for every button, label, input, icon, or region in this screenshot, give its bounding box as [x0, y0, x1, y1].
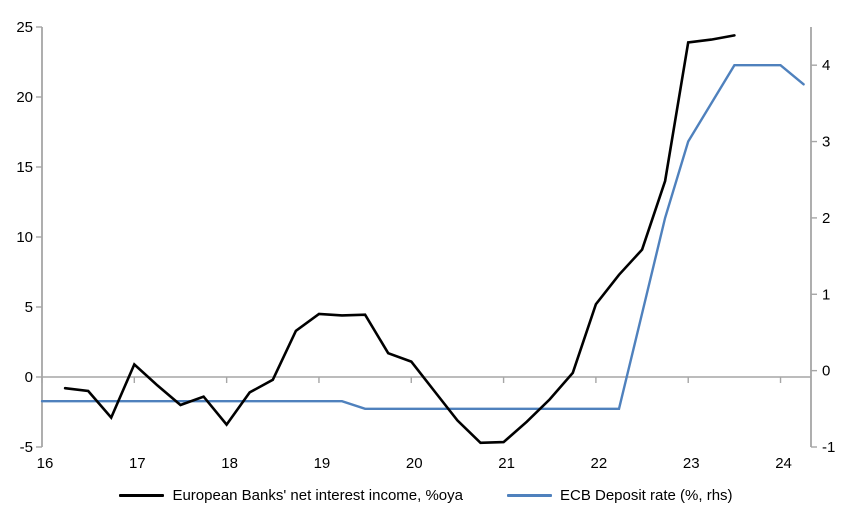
- right-y-axis-label: 2: [822, 210, 830, 227]
- left-y-axis-label: -5: [20, 439, 33, 456]
- x-axis-label: 18: [221, 455, 238, 472]
- x-axis-label: 22: [591, 455, 608, 472]
- x-axis-label: 23: [683, 455, 700, 472]
- chart-legend: European Banks' net interest income, %oy…: [0, 487, 852, 504]
- left-y-axis-label: 10: [16, 229, 33, 246]
- x-axis-label: 16: [37, 455, 54, 472]
- left-y-axis-label: 15: [16, 159, 33, 176]
- ecb-series-line: [40, 63, 805, 410]
- left-y-axis-label: 0: [25, 369, 33, 386]
- x-axis-label: 21: [498, 455, 515, 472]
- nii-series-legend-label: European Banks' net interest income, %oy…: [172, 487, 463, 504]
- legend-item-ecb-deposit-rate: ECB Deposit rate (%, rhs): [506, 487, 733, 504]
- nii-series-line: [63, 34, 736, 445]
- right-y-axis-label: 4: [822, 57, 830, 74]
- right-y-axis-label: 0: [822, 363, 830, 380]
- x-axis-label: 20: [406, 455, 423, 472]
- right-y-axis-label: -1: [822, 439, 835, 456]
- nii-series-line-sample: [119, 494, 165, 497]
- x-axis-label: 24: [775, 455, 792, 472]
- left-y-axis-label: 20: [16, 89, 33, 106]
- legend-item-net-interest-income: European Banks' net interest income, %oy…: [119, 487, 463, 504]
- ecb-series-line-sample: [506, 494, 552, 497]
- ecb-series-legend-label: ECB Deposit rate (%, rhs): [559, 487, 733, 504]
- right-y-axis-label: 3: [822, 134, 830, 151]
- x-axis-label: 17: [129, 455, 146, 472]
- left-y-axis-label: 25: [16, 19, 33, 36]
- x-axis-label: 19: [314, 455, 331, 472]
- left-y-axis-label: 5: [25, 299, 33, 316]
- right-y-axis-label: 1: [822, 286, 830, 303]
